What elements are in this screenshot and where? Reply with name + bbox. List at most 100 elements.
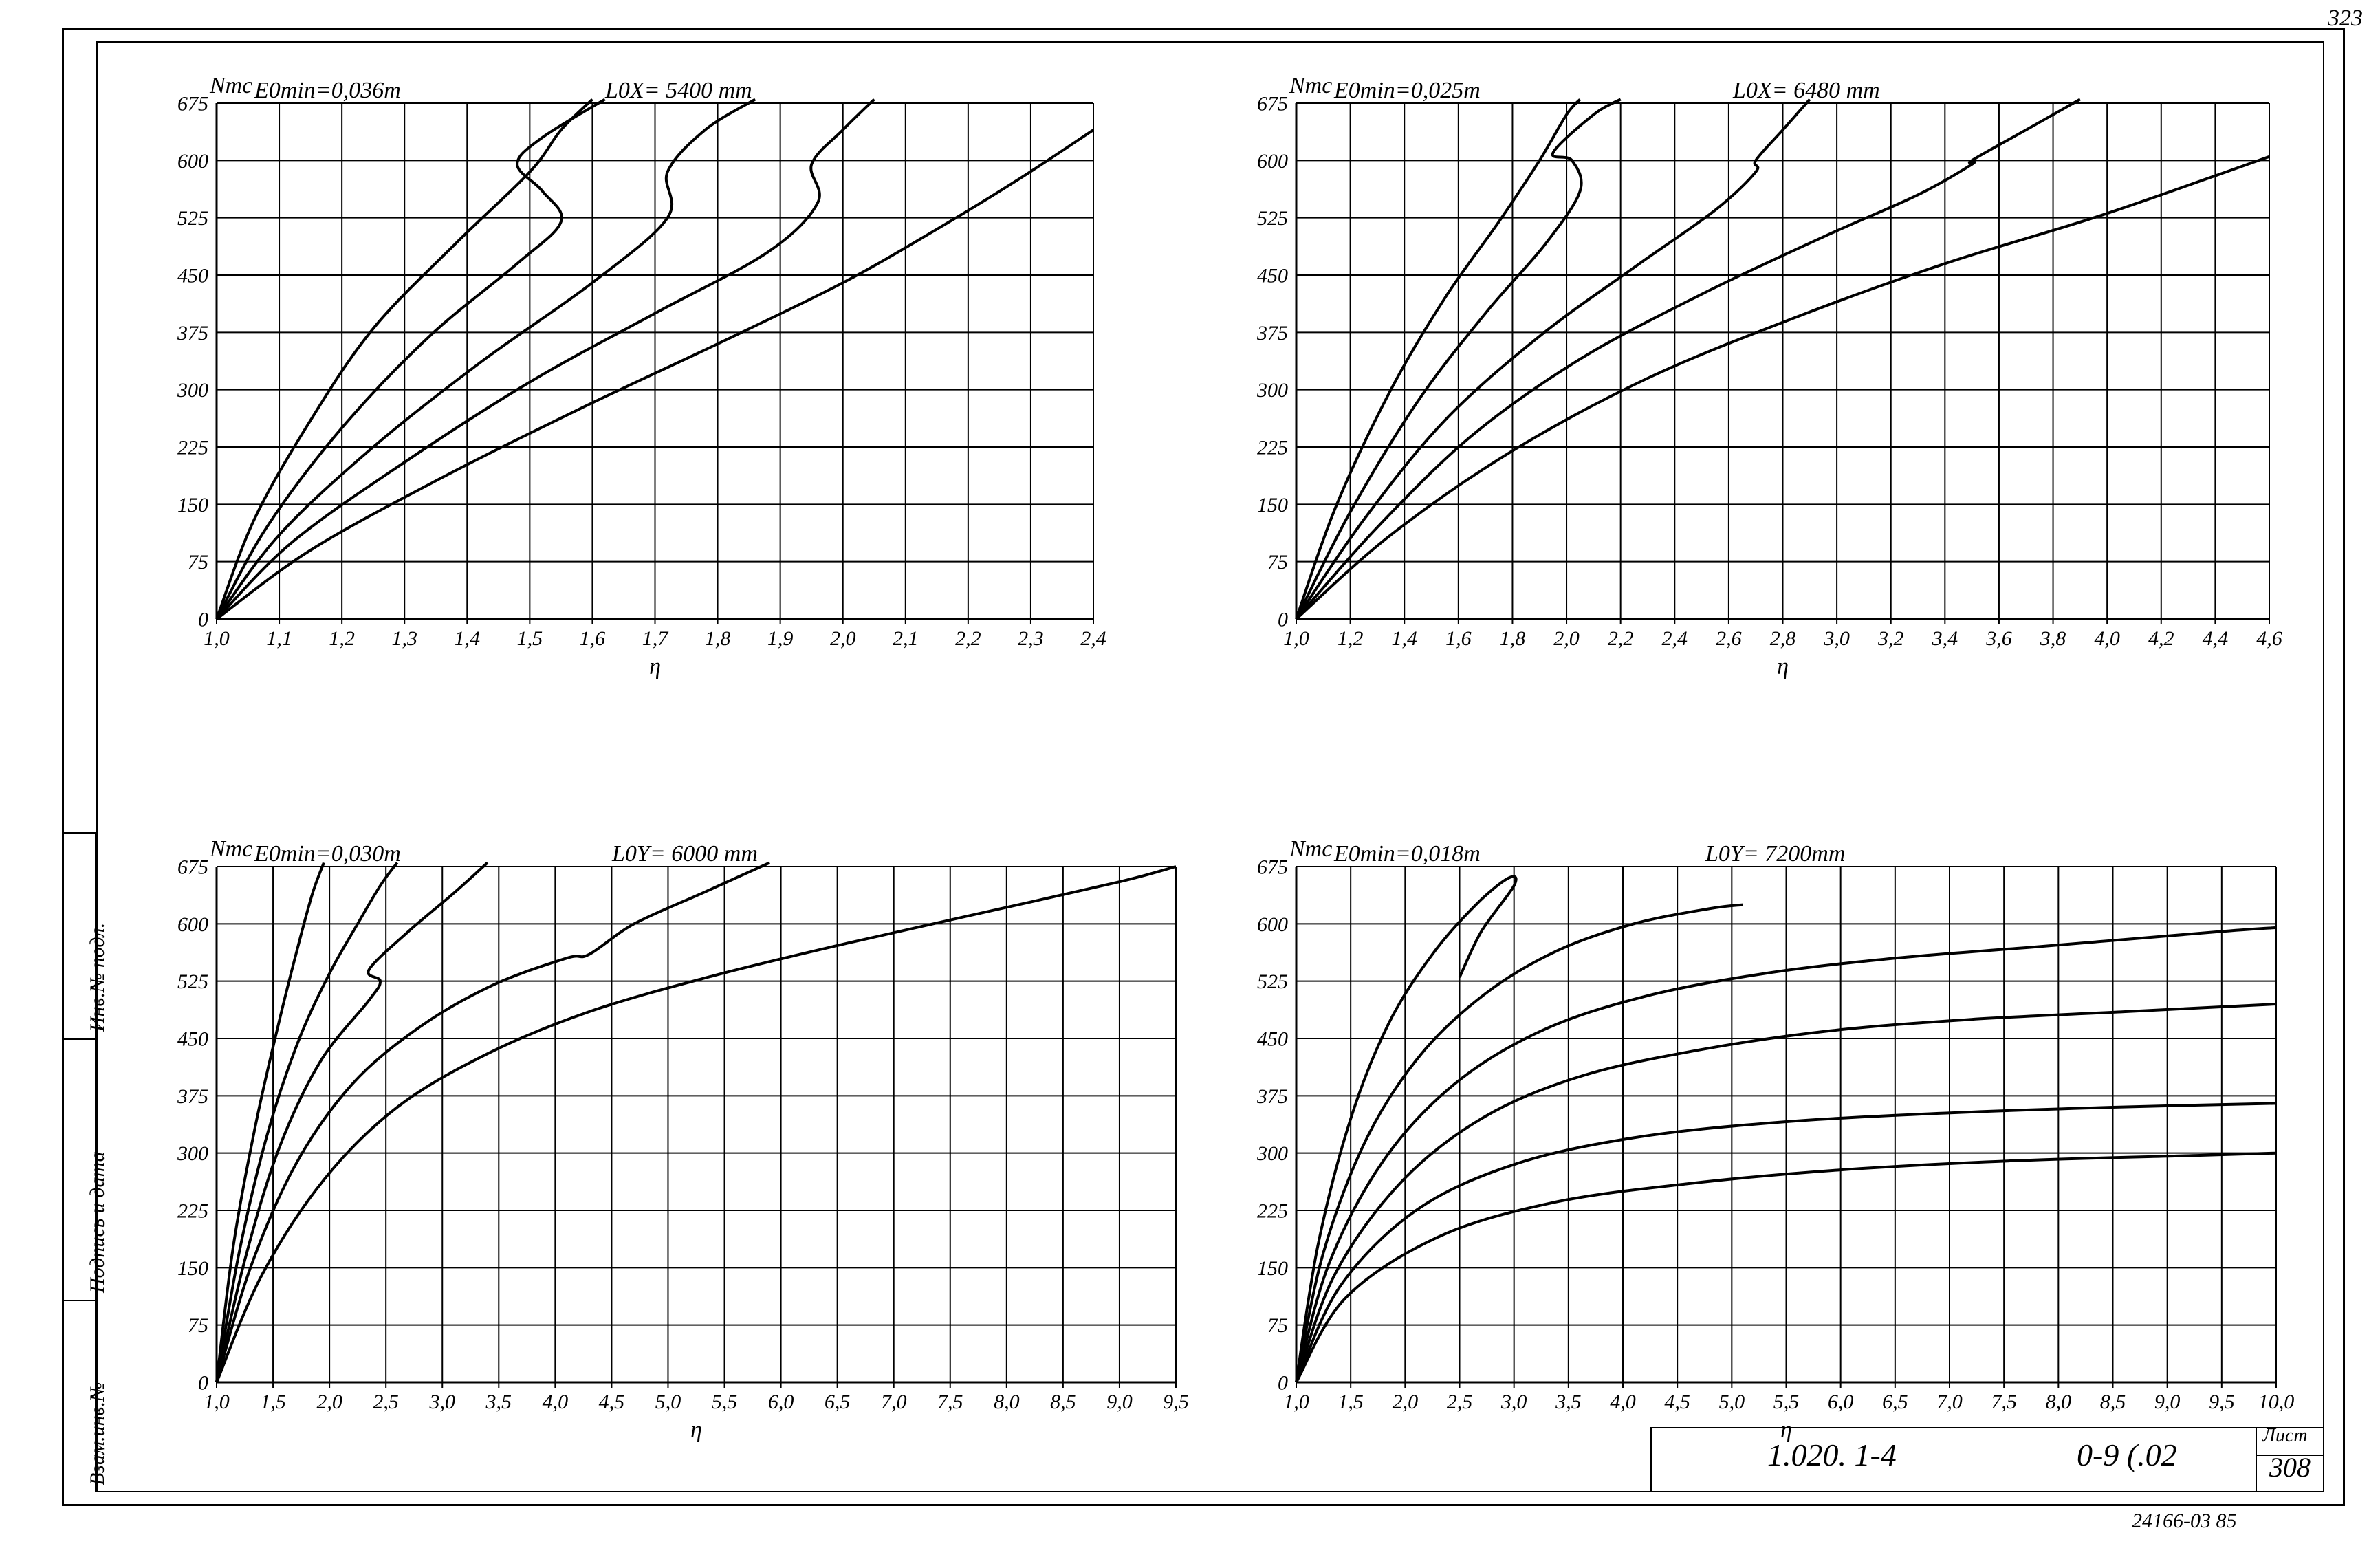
x-tick-label: 1,3 — [391, 627, 417, 650]
x-tick-label: 5,0 — [655, 1391, 681, 1413]
y-tick-label: 75 — [188, 551, 208, 574]
x-axis-label: η — [1780, 1417, 1792, 1443]
x-tick-label: 2,0 — [1393, 1391, 1418, 1413]
x-tick-label: 2,0 — [830, 627, 856, 650]
x-tick-label: 10,0 — [2258, 1391, 2295, 1413]
x-tick-label: 1,2 — [329, 627, 354, 650]
chart-svg: 0751502253003754505256006751,01,52,02,53… — [158, 832, 1203, 1465]
x-tick-label: 7,5 — [1991, 1391, 2017, 1413]
y-tick-label: 300 — [177, 379, 208, 402]
y-tick-label: 600 — [177, 913, 208, 936]
chart-svg: 0751502253003754505256006751,01,52,02,53… — [1238, 832, 2304, 1465]
y-tick-label: 225 — [177, 1200, 208, 1223]
bottom-code: 24166-03 85 — [2132, 1510, 2237, 1533]
y-tick-label: 450 — [1257, 265, 1288, 287]
y-tick-label: 150 — [1257, 1257, 1288, 1280]
x-tick-label: 1,0 — [1283, 627, 1309, 650]
x-tick-label: 9,0 — [1106, 1391, 1133, 1413]
x-tick-label: 3,0 — [1500, 1391, 1527, 1413]
x-tick-label: 7,0 — [1936, 1391, 1963, 1413]
y-tick-label: 375 — [1256, 322, 1288, 345]
x-tick-label: 8,0 — [2046, 1391, 2072, 1413]
x-tick-label: 5,5 — [712, 1391, 738, 1413]
x-tick-label: 1,4 — [1391, 627, 1417, 650]
y-tick-label: 150 — [177, 494, 208, 516]
y-tick-label: 450 — [177, 265, 208, 287]
x-tick-label: 9,0 — [2154, 1391, 2181, 1413]
param-label: L0X= 5400 mm — [604, 78, 752, 103]
y-tick-label: 150 — [177, 1257, 208, 1280]
y-tick-label: 75 — [1267, 551, 1288, 574]
x-tick-label: 6,0 — [768, 1391, 794, 1413]
x-tick-label: 6,5 — [825, 1391, 851, 1413]
x-tick-label: 3,6 — [1985, 627, 2012, 650]
x-tick-label: 2,2 — [955, 627, 981, 650]
x-tick-label: 4,4 — [2203, 627, 2229, 650]
param-label: L0Y= 7200mm — [1705, 841, 1845, 867]
chart-svg: 0751502253003754505256006751,01,11,21,31… — [158, 69, 1121, 701]
x-tick-label: 1,6 — [1445, 627, 1472, 650]
x-tick-label: 8,5 — [2100, 1391, 2126, 1413]
drawing-sheet: 323 Инв.№ подл.Подпись и датаВзам.инв.№ … — [0, 0, 2380, 1568]
x-tick-label: 7,0 — [881, 1391, 907, 1413]
y-tick-label: 675 — [1257, 856, 1288, 879]
y-tick-label: 525 — [177, 970, 208, 993]
x-tick-label: 9,5 — [1163, 1391, 1189, 1413]
param-label: E0min=0,018m — [1333, 841, 1481, 867]
side-label: Инв.№ подл. — [86, 923, 109, 1032]
x-tick-label: 1,8 — [1500, 627, 1526, 650]
chart-br: 0751502253003754505256006751,01,52,02,53… — [1238, 832, 2304, 1465]
x-tick-label: 5,5 — [1773, 1391, 1800, 1413]
y-tick-label: 375 — [177, 322, 208, 345]
y-axis-label: Nтс — [1289, 836, 1332, 862]
x-tick-label: 3,5 — [1555, 1391, 1582, 1413]
x-tick-label: 2,1 — [893, 627, 919, 650]
param-label: E0min=0,030m — [254, 841, 401, 867]
y-tick-label: 600 — [1257, 913, 1288, 936]
chart-svg: 0751502253003754505256006751,01,21,41,61… — [1238, 69, 2297, 701]
x-tick-label: 3,0 — [428, 1391, 455, 1413]
x-tick-label: 1,7 — [642, 627, 670, 650]
y-tick-label: 525 — [1257, 207, 1288, 230]
y-tick-label: 375 — [177, 1085, 208, 1108]
x-tick-label: 8,5 — [1050, 1391, 1076, 1413]
x-tick-label: 3,5 — [485, 1391, 512, 1413]
x-tick-label: 6,0 — [1828, 1391, 1854, 1413]
y-tick-label: 675 — [1257, 93, 1288, 116]
y-tick-label: 75 — [1267, 1314, 1288, 1337]
curve-4 — [217, 867, 1176, 1382]
x-tick-label: 1,1 — [266, 627, 292, 650]
y-tick-label: 300 — [177, 1142, 208, 1165]
x-axis-label: η — [690, 1417, 702, 1443]
x-tick-label: 4,0 — [2094, 627, 2120, 650]
x-tick-label: 6,5 — [1882, 1391, 1908, 1413]
y-tick-label: 675 — [177, 856, 208, 879]
x-tick-label: 4,5 — [1664, 1391, 1690, 1413]
x-tick-label: 1,5 — [517, 627, 543, 650]
y-tick-label: 300 — [1256, 1142, 1288, 1165]
x-tick-label: 4,5 — [599, 1391, 625, 1413]
y-tick-label: 525 — [177, 207, 208, 230]
x-tick-label: 1,2 — [1338, 627, 1364, 650]
x-tick-label: 2,3 — [1018, 627, 1044, 650]
x-tick-label: 2,8 — [1770, 627, 1796, 650]
y-tick-label: 225 — [1257, 1200, 1288, 1223]
x-tick-label: 4,0 — [543, 1391, 569, 1413]
chart-bl: 0751502253003754505256006751,01,52,02,53… — [158, 832, 1203, 1465]
side-label: Взам.инв.№ — [86, 1382, 109, 1485]
x-tick-label: 1,0 — [204, 627, 230, 650]
x-tick-label: 1,5 — [1338, 1391, 1364, 1413]
x-tick-label: 1,5 — [260, 1391, 286, 1413]
y-axis-label: Nтс — [209, 73, 252, 98]
x-tick-label: 4,2 — [2148, 627, 2174, 650]
y-tick-label: 450 — [1257, 1028, 1288, 1051]
x-tick-label: 2,0 — [316, 1391, 342, 1413]
curve-1 — [1296, 905, 1743, 1382]
x-tick-label: 1,0 — [1283, 1391, 1309, 1413]
x-tick-label: 1,6 — [580, 627, 606, 650]
x-tick-label: 7,5 — [937, 1391, 963, 1413]
chart-tl: 0751502253003754505256006751,01,11,21,31… — [158, 69, 1121, 701]
y-tick-label: 675 — [177, 93, 208, 116]
side-label: Подпись и дата — [86, 1151, 109, 1293]
x-tick-label: 2,4 — [1662, 627, 1688, 650]
